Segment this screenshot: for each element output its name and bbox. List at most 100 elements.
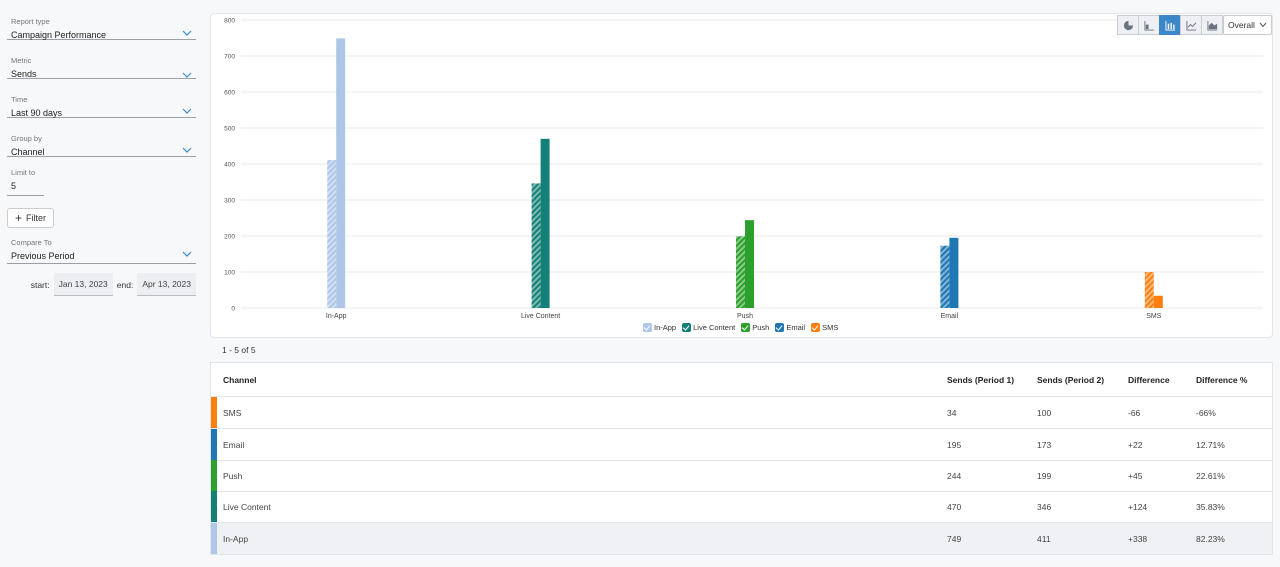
checkbox-icon: [741, 323, 751, 332]
bar-period-2-sms[interactable]: [1144, 272, 1154, 308]
cell-period-1: 244: [947, 470, 962, 481]
scope-select[interactable]: Overall: [1223, 15, 1272, 35]
y-tick-label: 800: [224, 18, 235, 25]
horizontal-bar-icon: [1143, 20, 1154, 31]
legend-item-in-app[interactable]: In-App: [643, 323, 676, 332]
bar-period-1-live-content[interactable]: [540, 138, 550, 308]
cell-channel: Live Content: [223, 501, 271, 512]
chevron-down-icon: [1259, 22, 1267, 28]
metric-label: Metric: [11, 56, 32, 65]
legend-label: Email: [786, 323, 806, 332]
add-filter-button[interactable]: + Filter: [7, 208, 55, 228]
limit-value: 5: [11, 181, 17, 191]
line-chart-button[interactable]: [1180, 15, 1202, 35]
cell-period-2: 199: [1037, 470, 1052, 481]
legend-label: SMS: [822, 323, 839, 332]
chevron-down-icon: [182, 147, 192, 153]
end-label: end:: [116, 279, 134, 290]
cell-difference: +45: [1128, 470, 1143, 481]
cell-period-1: 34: [947, 407, 957, 418]
result-count: 1 - 5 of 5: [222, 345, 256, 355]
metric-select[interactable]: Metric Sends: [7, 49, 196, 79]
y-tick-label: 100: [224, 270, 235, 277]
row-color-swatch: [211, 460, 217, 491]
limit-input[interactable]: Limit to 5: [7, 166, 44, 196]
time-label: Time: [11, 95, 28, 104]
cell-period-1: 195: [947, 439, 962, 450]
bar-chart-icon: [1164, 20, 1175, 31]
cell-period-2: 346: [1037, 501, 1052, 512]
header-sends-period-1[interactable]: Sends (Period 1): [947, 374, 1015, 385]
date-range: start: Jan 13, 2023 end: Apr 13, 2023: [7, 273, 196, 296]
area-chart-icon: [1206, 20, 1217, 31]
chevron-down-icon: [182, 251, 192, 257]
cell-period-2: 411: [1037, 533, 1051, 544]
table-row[interactable]: In-App 749 411 +338 82.23%: [211, 523, 1272, 555]
legend-item-push[interactable]: Push: [741, 323, 769, 332]
group-by-label: Group by: [11, 134, 42, 143]
report-type-select[interactable]: Report type Campaign Performance: [7, 10, 196, 40]
start-date-input[interactable]: Jan 13, 2023: [53, 273, 113, 296]
legend-item-live-content[interactable]: Live Content: [682, 323, 735, 332]
filters-sidebar: Report type Campaign Performance Metric …: [7, 10, 196, 296]
compare-to-select[interactable]: Compare To Previous Period: [7, 234, 196, 264]
row-color-swatch: [211, 397, 217, 428]
bar-period-1-email[interactable]: [949, 237, 959, 308]
compare-to-label: Compare To: [11, 238, 52, 247]
legend-item-sms[interactable]: SMS: [811, 323, 838, 332]
cell-channel: Push: [223, 470, 243, 481]
cell-difference: +338: [1128, 533, 1148, 544]
header-difference-pct[interactable]: Difference %: [1196, 374, 1248, 385]
legend-label: Live Content: [693, 323, 736, 332]
bar-period-2-email[interactable]: [940, 245, 950, 308]
table-row[interactable]: Push 244 199 +45 22.61%: [211, 460, 1272, 492]
time-value: Last 90 days: [11, 108, 63, 118]
table-header: Channel Sends (Period 1) Sends (Period 2…: [211, 363, 1272, 397]
chevron-down-icon: [182, 30, 192, 36]
table-row[interactable]: Live Content 470 346 +124 35.83%: [211, 491, 1272, 523]
end-date-input[interactable]: Apr 13, 2023: [137, 273, 196, 296]
bar-chart: 0 100 200 300 400 500 600 700 800 In-App Live Cont…: [224, 18, 1263, 320]
cell-period-2: 100: [1037, 407, 1052, 418]
cell-period-1: 749: [947, 533, 962, 544]
chevron-down-icon: [182, 108, 192, 114]
header-channel[interactable]: Channel: [223, 374, 257, 385]
header-difference[interactable]: Difference: [1128, 374, 1170, 385]
x-tick-label: Live Content: [521, 313, 560, 320]
group-by-value: Channel: [11, 147, 45, 157]
bar-period-1-push[interactable]: [745, 220, 754, 308]
header-sends-period-2[interactable]: Sends (Period 2): [1037, 374, 1105, 385]
x-tick-label: Push: [737, 313, 753, 320]
x-tick-label: SMS: [1146, 313, 1162, 320]
scope-value: Overall: [1228, 20, 1255, 30]
y-tick-label: 300: [224, 198, 235, 205]
chart-type-toolbar: [1117, 15, 1223, 35]
chevron-down-icon: [182, 72, 192, 78]
cell-period-2: 173: [1037, 439, 1052, 450]
legend-item-email[interactable]: Email: [775, 323, 805, 332]
bar-period-1-sms[interactable]: [1153, 295, 1163, 308]
table-row[interactable]: Email 195 173 +22 12.71%: [211, 429, 1272, 461]
table-row[interactable]: SMS 34 100 -66 -66%: [211, 397, 1272, 429]
bar-period-2-push[interactable]: [736, 236, 745, 308]
pie-chart-button[interactable]: [1117, 15, 1139, 35]
area-chart-button[interactable]: [1201, 15, 1223, 35]
legend-label: In-App: [654, 323, 677, 332]
bar-period-1-in-app[interactable]: [336, 38, 346, 309]
report-type-label: Report type: [11, 17, 50, 26]
group-by-select[interactable]: Group by Channel: [7, 127, 196, 157]
x-tick-label: In-App: [326, 313, 347, 320]
row-color-swatch: [211, 429, 217, 460]
cell-period-1: 470: [947, 501, 962, 512]
bar-period-2-in-app[interactable]: [327, 160, 337, 308]
horizontal-bar-button[interactable]: [1138, 15, 1160, 35]
cell-channel: SMS: [223, 407, 242, 418]
row-color-swatch: [211, 491, 217, 522]
bar-period-2-live-content[interactable]: [531, 183, 541, 308]
cell-difference-pct: 22.61%: [1196, 470, 1225, 481]
cell-difference: +22: [1128, 439, 1143, 450]
cell-channel: Email: [223, 439, 245, 450]
time-select[interactable]: Time Last 90 days: [7, 88, 196, 118]
checkbox-icon: [811, 323, 821, 332]
bar-chart-button[interactable]: [1159, 15, 1181, 35]
